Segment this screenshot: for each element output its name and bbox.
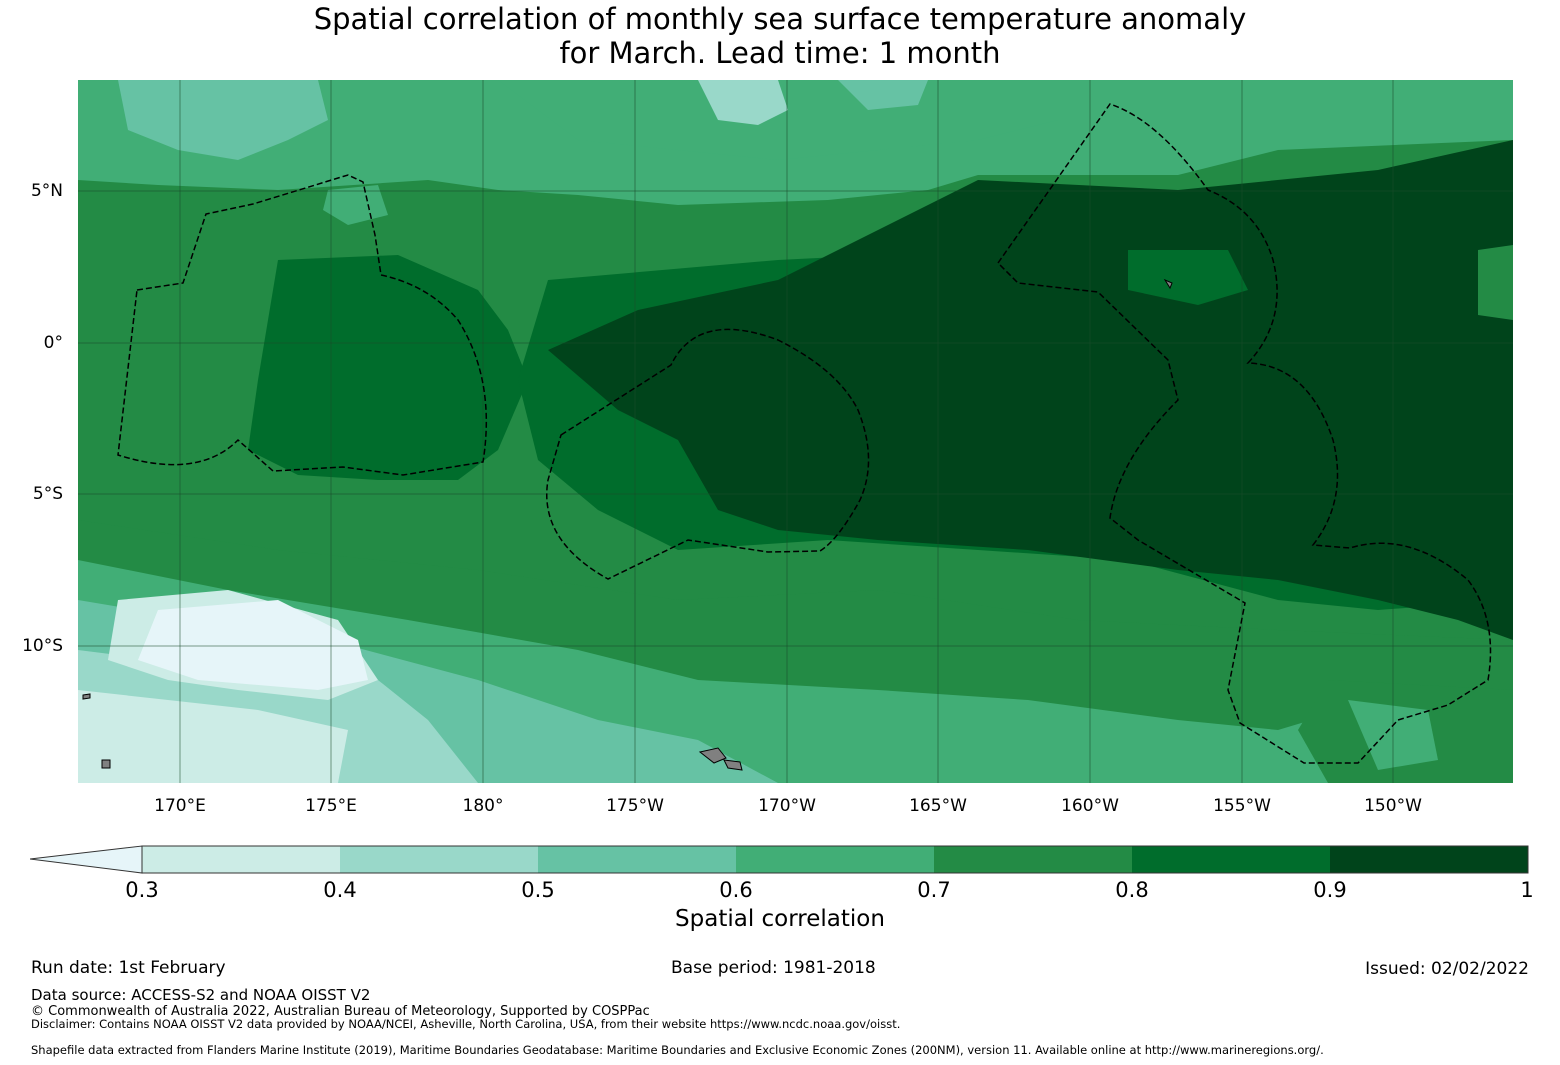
lon-label-160W: 160°W (1061, 796, 1119, 816)
lat-label-0: 0° (43, 333, 63, 353)
colorbar-tick-0.4: 0.4 (323, 878, 357, 902)
colorbar-bin-0.5-0.6 (538, 846, 736, 873)
base-period: Base period: 1981-2018 (671, 958, 876, 978)
lat-label-5S: 5°S (32, 484, 63, 504)
eez-west (117, 174, 488, 476)
colorbar-label: Spatial correlation (675, 906, 885, 932)
correlation-map (78, 80, 1513, 783)
colorbar-tick-0.6: 0.6 (719, 878, 753, 902)
title-line-1: Spatial correlation of monthly sea surfa… (313, 2, 1247, 36)
lon-label-175W: 175°W (606, 796, 664, 816)
chart-title: Spatial correlation of monthly sea surfa… (0, 2, 1560, 70)
eez-east (997, 103, 1492, 764)
colorbar-tick-0.3: 0.3 (125, 878, 159, 902)
colorbar-extend-arrow (30, 845, 143, 874)
samoa-island (698, 747, 727, 764)
map-gridlines (78, 80, 1513, 783)
colorbar-bin-0.3-0.4 (142, 846, 340, 873)
lon-label-175E: 175°E (305, 796, 357, 816)
colorbar-bin-0.6-0.7 (736, 846, 934, 873)
correlation-field (78, 80, 1513, 783)
lat-label-10S: 10°S (22, 636, 63, 656)
colorbar-tick-0.8: 0.8 (1115, 878, 1149, 902)
kiritimati-island (1163, 278, 1173, 290)
lon-label-150W: 150°W (1364, 796, 1422, 816)
colorbar-bin-0.9-1 (1330, 846, 1528, 873)
map-svg (78, 80, 1513, 783)
small-island (82, 693, 91, 700)
copyright: © Commonwealth of Australia 2022, Austra… (31, 1004, 650, 1019)
lon-label-170W: 170°W (758, 796, 816, 816)
lat-label-5N: 5°N (30, 181, 63, 201)
lon-label-180: 180° (462, 796, 504, 816)
colorbar-bin-0.7-0.8 (934, 846, 1132, 873)
colorbar-frame (141, 845, 1529, 874)
lon-label-155W: 155°W (1213, 796, 1271, 816)
eez-central (546, 328, 870, 580)
disclaimer: Disclaimer: Contains NOAA OISST V2 data … (31, 1017, 901, 1031)
samoa-island-2 (723, 759, 743, 771)
shapefile-credit: Shapefile data extracted from Flanders M… (31, 1043, 1324, 1057)
colorbar-bin-0.4-0.5 (340, 846, 538, 873)
eez-boundaries (117, 103, 1492, 764)
lon-label-165W: 165°W (909, 796, 967, 816)
title-line-2: for March. Lead time: 1 month (559, 36, 1001, 70)
run-date: Run date: 1st February (31, 958, 226, 978)
colorbar-tick-1: 1 (1520, 878, 1534, 902)
data-source: Data source: ACCESS-S2 and NOAA OISST V2 (31, 986, 371, 1004)
islands (82, 278, 1173, 771)
colorbar (30, 845, 1529, 874)
small-island-2 (101, 759, 111, 769)
colorbar-bin-0.8-0.9 (1132, 846, 1330, 873)
lon-label-170E: 170°E (154, 796, 206, 816)
colorbar-tick-0.5: 0.5 (521, 878, 555, 902)
issued-date: Issued: 02/02/2022 (1365, 959, 1529, 979)
colorbar-tick-0.9: 0.9 (1313, 878, 1347, 902)
colorbar-tick-0.7: 0.7 (917, 878, 951, 902)
